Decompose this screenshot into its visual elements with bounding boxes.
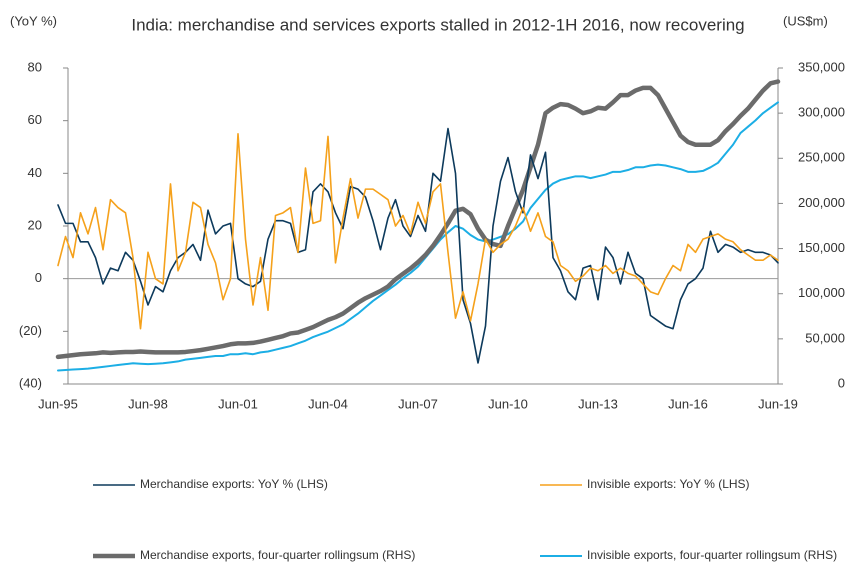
y-tick-label: (20) <box>19 323 42 338</box>
x-tick-label: Jun-01 <box>218 396 258 411</box>
y-tick-label: 40 <box>28 165 42 180</box>
y2-axis-label: (US$m) <box>783 13 828 28</box>
legend-label: Invisible exports, four-quarter rollings… <box>587 548 837 562</box>
y2-tick-label: 350,000 <box>798 59 845 74</box>
legend-label: Merchandise exports, four-quarter rollin… <box>140 548 415 562</box>
y-tick-label: 0 <box>35 270 42 285</box>
y2-tick-label: 250,000 <box>798 150 845 165</box>
x-tick-label: Jun-98 <box>128 396 168 411</box>
y2-tick-label: 50,000 <box>805 330 845 345</box>
y2-tick-label: 150,000 <box>798 240 845 255</box>
x-tick-label: Jun-13 <box>578 396 618 411</box>
y-tick-label: 80 <box>28 59 42 74</box>
y2-tick-label: 300,000 <box>798 105 845 120</box>
chart-title: India: merchandise and services exports … <box>131 15 744 34</box>
y2-tick-label: 200,000 <box>798 195 845 210</box>
series-line <box>57 101 779 372</box>
series-line <box>57 133 779 330</box>
x-tick-label: Jun-19 <box>758 396 798 411</box>
y2-tick-label: 100,000 <box>798 285 845 300</box>
x-tick-label: Jun-04 <box>308 396 348 411</box>
y-tick-label: 60 <box>28 112 42 127</box>
x-tick-label: Jun-95 <box>38 396 78 411</box>
y-tick-label: (40) <box>19 375 42 390</box>
y-tick-label: 20 <box>28 217 42 232</box>
legend-label: Merchandise exports: YoY % (LHS) <box>140 477 328 491</box>
legend-label: Invisible exports: YoY % (LHS) <box>587 477 750 491</box>
y-axis-label: (YoY %) <box>10 13 57 28</box>
x-tick-label: Jun-10 <box>488 396 528 411</box>
y2-tick-label: 0 <box>838 375 845 390</box>
series-line <box>57 127 779 364</box>
series-line <box>55 79 781 360</box>
x-tick-label: Jun-16 <box>668 396 708 411</box>
x-tick-label: Jun-07 <box>398 396 438 411</box>
